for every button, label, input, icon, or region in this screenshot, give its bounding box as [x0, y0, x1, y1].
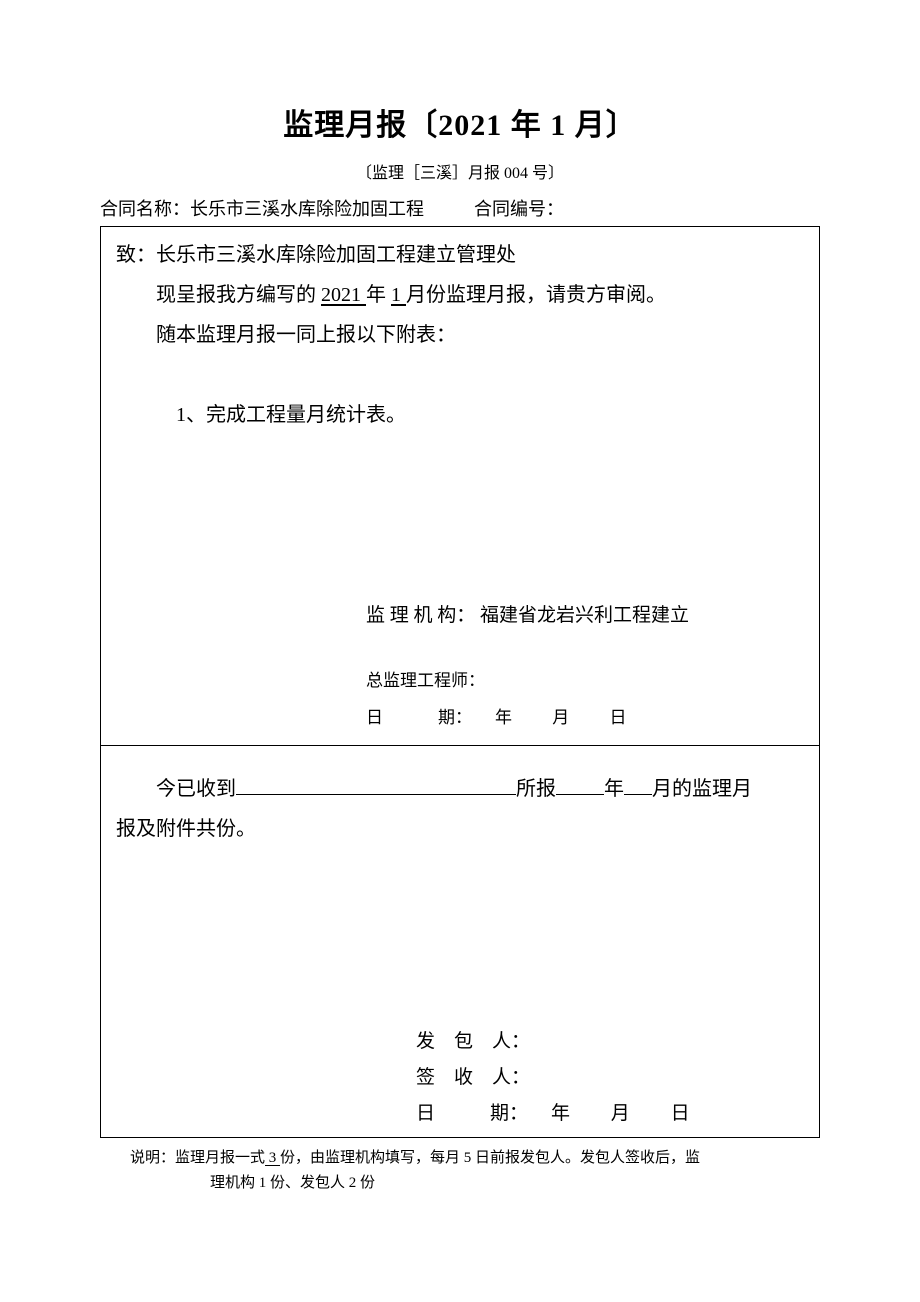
chief-engineer-row: 总监理工程师：	[366, 662, 804, 699]
contract-info-row: 合同名称： 长乐市三溪水库除险加固工程 合同编号：	[100, 195, 820, 221]
to-label: 致：	[116, 244, 156, 266]
date-row-1: 日 期： 年 月 日	[366, 699, 804, 736]
upper-section: 致：长乐市三溪水库除险加固工程建立管理处 现呈报我方编写的 2021 年 1 月…	[101, 227, 819, 746]
date-day-2: 日	[671, 1103, 690, 1124]
note-copies: 3	[265, 1150, 280, 1166]
contract-name-value: 长乐市三溪水库除险加固工程	[190, 195, 424, 221]
agency-value: 福建省龙岩兴利工程建立	[475, 605, 689, 626]
date-day: 日	[610, 708, 627, 727]
contract-name-label: 合同名称：	[100, 195, 190, 221]
lower-section: 今已收到所报年月的监理月 报及附件共份。 发 包 人： 签 收 人： 日 期： …	[101, 746, 819, 1137]
submit-year: 2021	[321, 284, 366, 306]
date-row-2: 日 期： 年 月 日	[416, 1096, 804, 1132]
receive-mid1: 所报	[516, 778, 556, 800]
submit-suffix: 月份监理月报，请贵方审阅。	[406, 284, 666, 306]
document-subtitle: 〔监理［三溪］月报 004 号〕	[100, 159, 820, 183]
signer-row: 签 收 人：	[416, 1060, 804, 1096]
receive-line-1: 今已收到 所报 年 月的监理月	[116, 769, 804, 809]
date-label-2b: 期：	[490, 1096, 528, 1132]
date-month-2: 月	[611, 1103, 630, 1124]
note-prefix: 说明：监理月报一式	[130, 1150, 265, 1166]
submit-mid: 年	[366, 284, 391, 306]
agency-row: 监 理 机 构： 福建省龙岩兴利工程建立	[366, 595, 804, 637]
issuer-signature-block: 发 包 人： 签 收 人： 日 期： 年 月 日	[416, 1024, 804, 1132]
blank-year[interactable]	[556, 775, 604, 795]
date-label-2: 期：	[438, 699, 472, 736]
footnote: 说明：监理月报一式 3 份，由监理机构填写，每月 5 日前报发包人。发包人签收后…	[100, 1146, 820, 1197]
document-title: 监理月报〔2021 年 1 月〕	[100, 100, 820, 144]
note-line1b: 份，由监理机构填写，每月 5 日前报发包人。发包人签收后，监	[280, 1150, 700, 1166]
attach-intro: 随本监理月报一同上报以下附表：	[116, 315, 804, 355]
submit-prefix: 现呈报我方编写的	[156, 284, 321, 306]
to-value: 长乐市三溪水库除险加固工程建立管理处	[156, 244, 516, 266]
receive-mid3: 月的监理月	[652, 778, 752, 800]
receive-line-2: 报及附件共份。	[116, 809, 804, 849]
receive-mid2: 年	[604, 778, 624, 800]
receive-prefix: 今已收到	[156, 778, 236, 800]
main-form-box: 致：长乐市三溪水库除险加固工程建立管理处 现呈报我方编写的 2021 年 1 月…	[100, 226, 820, 1138]
attach-item-1: 1、完成工程量月统计表。	[116, 395, 804, 435]
date-label-1: 日	[366, 699, 383, 736]
submit-line: 现呈报我方编写的 2021 年 1 月份监理月报，请贵方审阅。	[116, 275, 804, 315]
submit-month: 1	[391, 284, 406, 306]
contract-number-label: 合同编号：	[474, 195, 564, 221]
issuer-row: 发 包 人：	[416, 1024, 804, 1060]
date-month: 月	[552, 708, 569, 727]
date-label-1b: 日	[416, 1096, 435, 1132]
blank-month[interactable]	[624, 775, 652, 795]
date-year-2: 年	[551, 1103, 570, 1124]
note-line2: 理机构 1 份、发包人 2 份	[130, 1171, 790, 1197]
agency-label: 监 理 机 构：	[366, 605, 475, 626]
blank-reporter[interactable]	[236, 775, 516, 795]
agency-signature-block: 监 理 机 构： 福建省龙岩兴利工程建立 总监理工程师： 日 期： 年 月 日	[366, 595, 804, 737]
addressee-line: 致：长乐市三溪水库除险加固工程建立管理处	[116, 235, 804, 275]
date-year: 年	[495, 708, 512, 727]
